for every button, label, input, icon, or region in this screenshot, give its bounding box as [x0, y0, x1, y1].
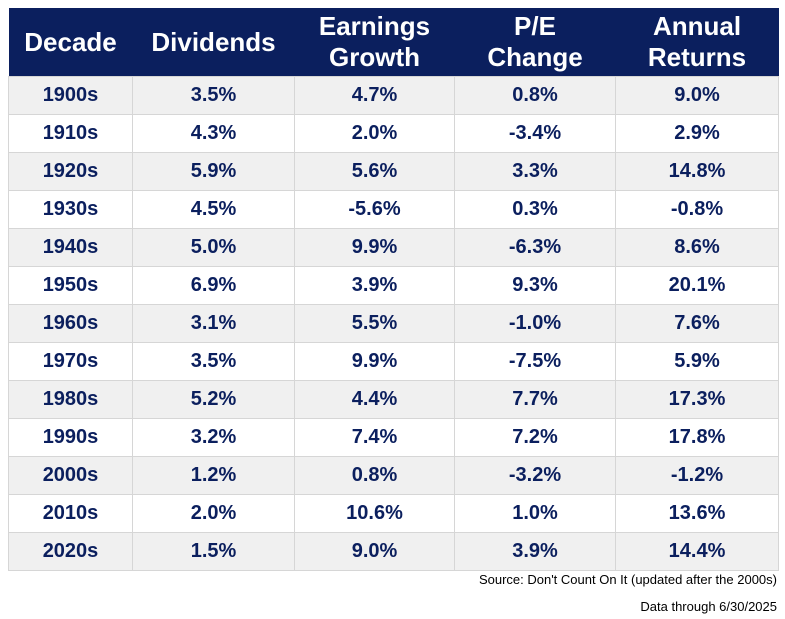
cell-earnings-growth: 9.0%	[294, 532, 455, 571]
table-row: 1930s 4.5% -5.6% 0.3% -0.8%	[8, 190, 779, 229]
cell-dividends: 1.5%	[132, 532, 295, 571]
column-header-pe-change: P/E Change	[454, 8, 616, 77]
source-note: Source: Don't Count On It (updated after…	[478, 572, 777, 587]
cell-pe-change: -3.2%	[454, 456, 616, 495]
cell-earnings-growth: 4.7%	[294, 76, 455, 115]
cell-pe-change: -3.4%	[454, 114, 616, 153]
cell-annual-returns: 13.6%	[615, 494, 779, 533]
table-header: Decade Dividends Earnings Growth P/E Change An…	[8, 8, 779, 77]
cell-annual-returns: 7.6%	[615, 304, 779, 343]
cell-annual-returns: 5.9%	[615, 342, 779, 381]
cell-earnings-growth: 5.5%	[294, 304, 455, 343]
cell-decade: 1940s	[8, 228, 133, 267]
cell-earnings-growth: 9.9%	[294, 228, 455, 267]
table-body: 1900s 3.5% 4.7% 0.8% 9.0% 1910s 4.3% 2.0% -3.4% 2…	[8, 76, 779, 571]
column-header-line: P/E	[514, 11, 556, 41]
cell-decade: 2010s	[8, 494, 133, 533]
cell-annual-returns: -1.2%	[615, 456, 779, 495]
cell-pe-change: 0.8%	[454, 76, 616, 115]
cell-dividends: 3.1%	[132, 304, 295, 343]
cell-annual-returns: 17.8%	[615, 418, 779, 457]
cell-dividends: 1.2%	[132, 456, 295, 495]
cell-earnings-growth: 3.9%	[294, 266, 455, 305]
cell-dividends: 5.9%	[132, 152, 295, 191]
table-row: 1940s 5.0% 9.9% -6.3% 8.6%	[8, 228, 779, 267]
cell-pe-change: 9.3%	[454, 266, 616, 305]
column-header-line: Returns	[647, 42, 747, 72]
cell-earnings-growth: 0.8%	[294, 456, 455, 495]
data-through-note: Data through 6/30/2025	[640, 599, 777, 614]
cell-dividends: 4.3%	[132, 114, 295, 153]
column-header-line: Dividends	[151, 26, 276, 57]
cell-decade: 1930s	[8, 190, 133, 229]
cell-decade: 1920s	[8, 152, 133, 191]
column-header-line: Growth	[329, 42, 420, 72]
cell-earnings-growth: 10.6%	[294, 494, 455, 533]
cell-annual-returns: 8.6%	[615, 228, 779, 267]
column-header-earnings-growth: Earnings Growth	[294, 8, 455, 77]
cell-pe-change: 1.0%	[454, 494, 616, 533]
cell-decade: 1990s	[8, 418, 133, 457]
cell-annual-returns: 17.3%	[615, 380, 779, 419]
cell-dividends: 6.9%	[132, 266, 295, 305]
table-row: 1920s 5.9% 5.6% 3.3% 14.8%	[8, 152, 779, 191]
cell-dividends: 4.5%	[132, 190, 295, 229]
cell-annual-returns: 2.9%	[615, 114, 779, 153]
column-header-line: Decade	[24, 26, 117, 57]
cell-annual-returns: -0.8%	[615, 190, 779, 229]
cell-decade: 2020s	[8, 532, 133, 571]
column-header-line: Earnings	[318, 11, 431, 41]
column-header-line: Annual	[652, 11, 742, 41]
cell-pe-change: 7.2%	[454, 418, 616, 457]
table-row: 2000s 1.2% 0.8% -3.2% -1.2%	[8, 456, 779, 495]
cell-decade: 1980s	[8, 380, 133, 419]
column-header-dividends: Dividends	[132, 8, 295, 77]
table-row: 1910s 4.3% 2.0% -3.4% 2.9%	[8, 114, 779, 153]
cell-pe-change: -1.0%	[454, 304, 616, 343]
cell-dividends: 3.5%	[132, 342, 295, 381]
cell-decade: 1910s	[8, 114, 133, 153]
table-row: 2010s 2.0% 10.6% 1.0% 13.6%	[8, 494, 779, 533]
decade-returns-table: Decade Dividends Earnings Growth P/E Change An…	[8, 8, 779, 571]
cell-decade: 1950s	[8, 266, 133, 305]
cell-dividends: 3.2%	[132, 418, 295, 457]
cell-annual-returns: 20.1%	[615, 266, 779, 305]
cell-annual-returns: 14.8%	[615, 152, 779, 191]
column-header-annual-returns: Annual Returns	[615, 8, 779, 77]
cell-earnings-growth: 9.9%	[294, 342, 455, 381]
cell-pe-change: 0.3%	[454, 190, 616, 229]
table-row: 1980s 5.2% 4.4% 7.7% 17.3%	[8, 380, 779, 419]
cell-earnings-growth: 7.4%	[294, 418, 455, 457]
cell-annual-returns: 9.0%	[615, 76, 779, 115]
cell-pe-change: -7.5%	[454, 342, 616, 381]
header-row: Decade Dividends Earnings Growth P/E Change An…	[8, 8, 779, 77]
cell-earnings-growth: 2.0%	[294, 114, 455, 153]
cell-dividends: 5.2%	[132, 380, 295, 419]
cell-earnings-growth: 4.4%	[294, 380, 455, 419]
cell-pe-change: 3.3%	[454, 152, 616, 191]
cell-pe-change: 3.9%	[454, 532, 616, 571]
table-row: 1900s 3.5% 4.7% 0.8% 9.0%	[8, 76, 779, 115]
cell-pe-change: -6.3%	[454, 228, 616, 267]
table-row: 1990s 3.2% 7.4% 7.2% 17.8%	[8, 418, 779, 457]
table-row: 1950s 6.9% 3.9% 9.3% 20.1%	[8, 266, 779, 305]
cell-earnings-growth: 5.6%	[294, 152, 455, 191]
cell-decade: 2000s	[8, 456, 133, 495]
cell-decade: 1900s	[8, 76, 133, 115]
cell-earnings-growth: -5.6%	[294, 190, 455, 229]
table-row: 1960s 3.1% 5.5% -1.0% 7.6%	[8, 304, 779, 343]
cell-decade: 1960s	[8, 304, 133, 343]
table-row: 2020s 1.5% 9.0% 3.9% 14.4%	[8, 532, 779, 571]
table-row: 1970s 3.5% 9.9% -7.5% 5.9%	[8, 342, 779, 381]
cell-dividends: 5.0%	[132, 228, 295, 267]
cell-pe-change: 7.7%	[454, 380, 616, 419]
column-header-decade: Decade	[8, 8, 133, 77]
cell-dividends: 2.0%	[132, 494, 295, 533]
cell-annual-returns: 14.4%	[615, 532, 779, 571]
cell-dividends: 3.5%	[132, 76, 295, 115]
cell-decade: 1970s	[8, 342, 133, 381]
column-header-line: Change	[487, 42, 583, 72]
